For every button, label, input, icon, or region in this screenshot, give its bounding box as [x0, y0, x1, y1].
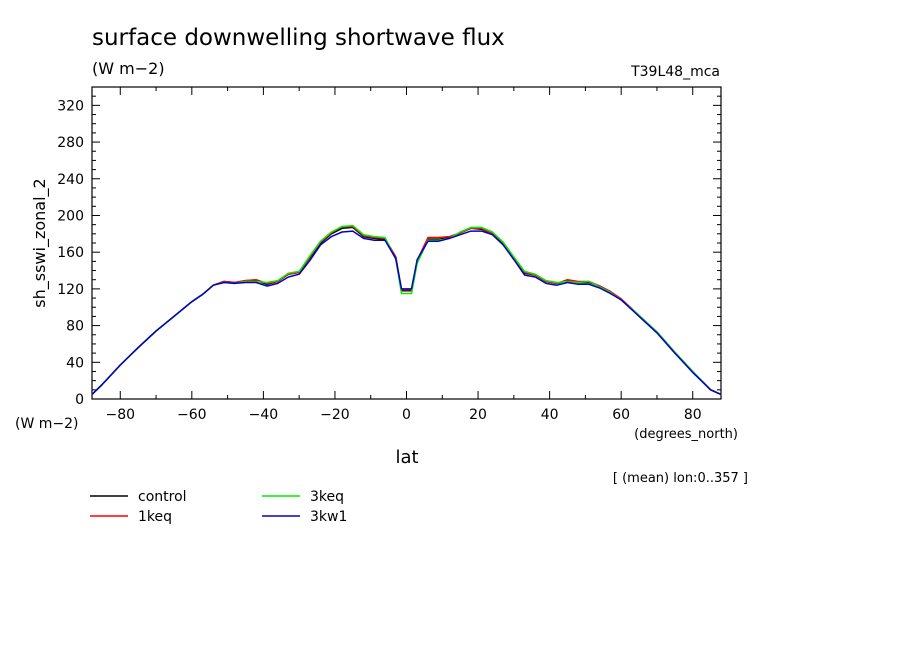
y-tick-label: 120 — [57, 282, 84, 298]
mean-note: [ (mean) lon:0..357 ] — [613, 471, 748, 486]
x-tick-label: 0 — [402, 407, 411, 423]
chart-subtitle: (W m−2) — [92, 59, 165, 78]
legend-label-3kw1: 3kw1 — [310, 509, 347, 525]
y-tick-label: 240 — [57, 172, 84, 188]
x-tick-label: 20 — [469, 407, 487, 423]
y-axis-label: sh_sswi_zonal_2 — [30, 178, 50, 307]
series-line-3keq — [91, 224, 722, 396]
y-tick-label: 0 — [75, 392, 84, 408]
x-tick-label: −20 — [320, 407, 350, 423]
y-tick-label: 40 — [66, 355, 84, 371]
x-tick-label: −60 — [177, 407, 207, 423]
y-tick-labels: 0 40 80 120 160 200 240 280 320 — [57, 98, 84, 408]
series-lines — [91, 224, 722, 396]
x-tick-label: 60 — [612, 407, 630, 423]
series-line-1keq — [91, 225, 722, 396]
series-line-3kw1 — [91, 230, 722, 396]
legend-label-control: control — [138, 489, 187, 505]
x-tick-label: 80 — [684, 407, 702, 423]
x-tick-labels: −80 −60 −40 −20 0 20 40 60 80 — [105, 407, 701, 423]
chart-title: surface downwelling shortwave flux — [92, 25, 505, 51]
x-axis-label: lat — [395, 447, 418, 468]
series-line-control — [91, 226, 722, 396]
y-tick-label: 280 — [57, 135, 84, 151]
x-tick-label: −40 — [249, 407, 279, 423]
x-tick-label: −80 — [105, 407, 135, 423]
x-tick-label: 40 — [541, 407, 559, 423]
y-tick-label: 320 — [57, 98, 84, 114]
axis-ticks — [92, 86, 721, 400]
legend-label-1keq: 1keq — [138, 509, 172, 525]
x-axis-units: (degrees_north) — [634, 427, 738, 442]
y-axis-units: (W m−2) — [15, 416, 79, 432]
y-tick-label: 80 — [66, 319, 84, 335]
legend-label-3keq: 3keq — [310, 489, 344, 505]
run-label: T39L48_mca — [630, 64, 720, 80]
y-tick-label: 200 — [57, 208, 84, 224]
plot-frame — [91, 86, 722, 400]
y-tick-label: 160 — [57, 245, 84, 261]
legend: control 1keq 3keq 3kw1 — [90, 489, 347, 525]
